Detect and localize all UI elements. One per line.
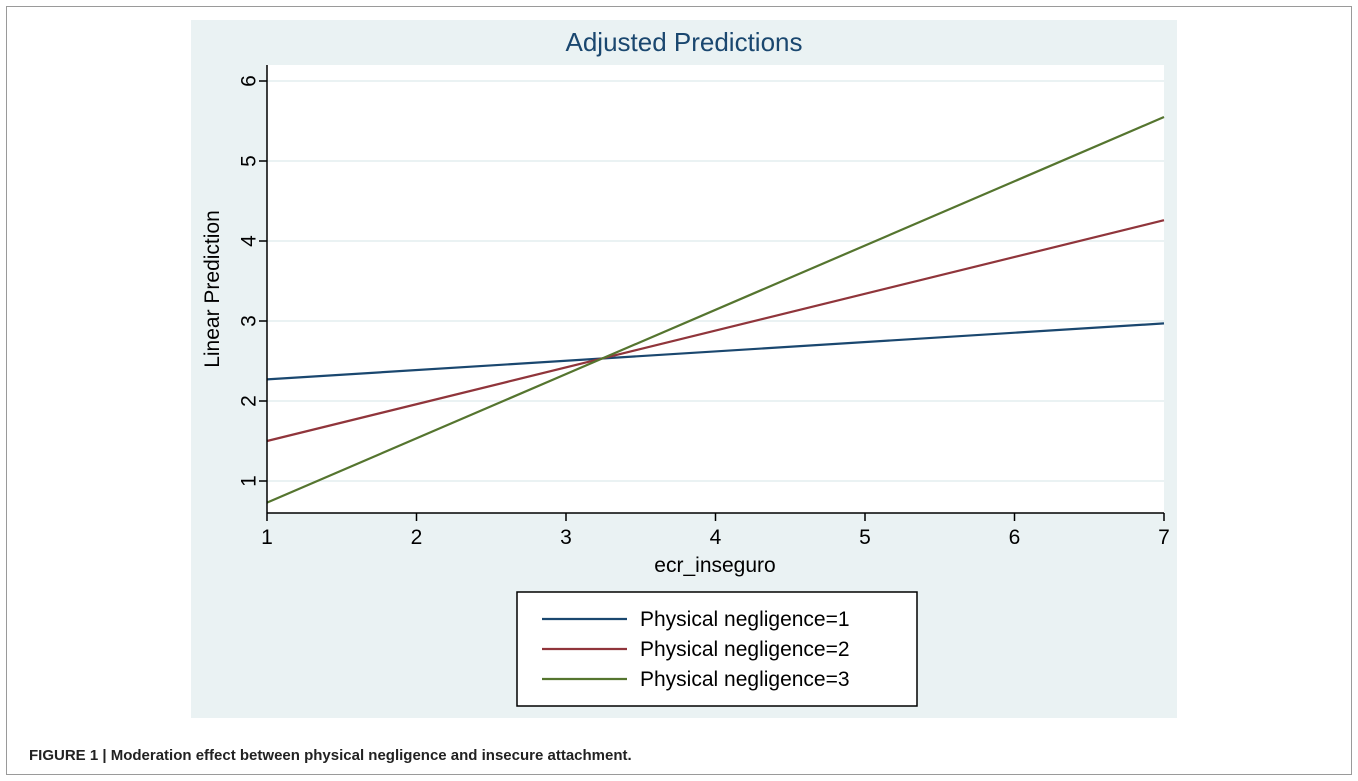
legend-entries: Physical negligence=1 Physical negligence… bbox=[542, 608, 850, 691]
x-tick-label: 7 bbox=[1158, 526, 1170, 549]
figure-caption-label: FIGURE 1 | bbox=[29, 747, 107, 764]
x-tick-label: 2 bbox=[411, 526, 423, 549]
figure-caption: FIGURE 1 | Moderation effect between phy… bbox=[29, 747, 632, 764]
y-tick-label: 6 bbox=[238, 75, 261, 87]
y-axis-ticks: 1 2 3 4 5 6 bbox=[238, 75, 267, 487]
series-lines bbox=[266, 115, 1165, 504]
series-line-3 bbox=[266, 115, 1165, 504]
legend-label-3: Physical negligence=3 bbox=[640, 668, 850, 691]
chart-title: Adjusted Predictions bbox=[565, 27, 802, 57]
series-line-2 bbox=[266, 219, 1165, 443]
legend-label-2: Physical negligence=2 bbox=[640, 638, 850, 661]
figure-caption-text: Moderation effect between physical negli… bbox=[110, 747, 632, 764]
y-tick-label: 4 bbox=[238, 235, 261, 247]
y-axis-label: Linear Prediction bbox=[201, 210, 224, 368]
y-tick-label: 1 bbox=[238, 475, 261, 487]
grid-lines bbox=[267, 80, 1164, 482]
series-line-1 bbox=[266, 322, 1165, 381]
y-tick-label: 2 bbox=[238, 395, 261, 407]
x-tick-label: 4 bbox=[710, 526, 722, 549]
x-axis-ticks: 1 2 3 4 5 6 7 bbox=[261, 513, 1170, 549]
legend-label-1: Physical negligence=1 bbox=[640, 608, 850, 631]
x-axis-label: ecr_inseguro bbox=[654, 554, 775, 577]
x-tick-label: 1 bbox=[261, 526, 273, 549]
figure-frame: Adjusted Predictions 1 2 3 4 5 6 1 2 3 4 5 6 7 ecr_… bbox=[6, 6, 1352, 775]
x-tick-label: 6 bbox=[1009, 526, 1021, 549]
y-tick-label: 5 bbox=[238, 155, 261, 167]
x-tick-label: 3 bbox=[560, 526, 572, 549]
x-tick-label: 5 bbox=[859, 526, 871, 549]
chart: Adjusted Predictions 1 2 3 4 5 6 1 2 3 4 5 6 7 ecr_… bbox=[191, 20, 1177, 718]
y-tick-label: 3 bbox=[238, 315, 261, 327]
